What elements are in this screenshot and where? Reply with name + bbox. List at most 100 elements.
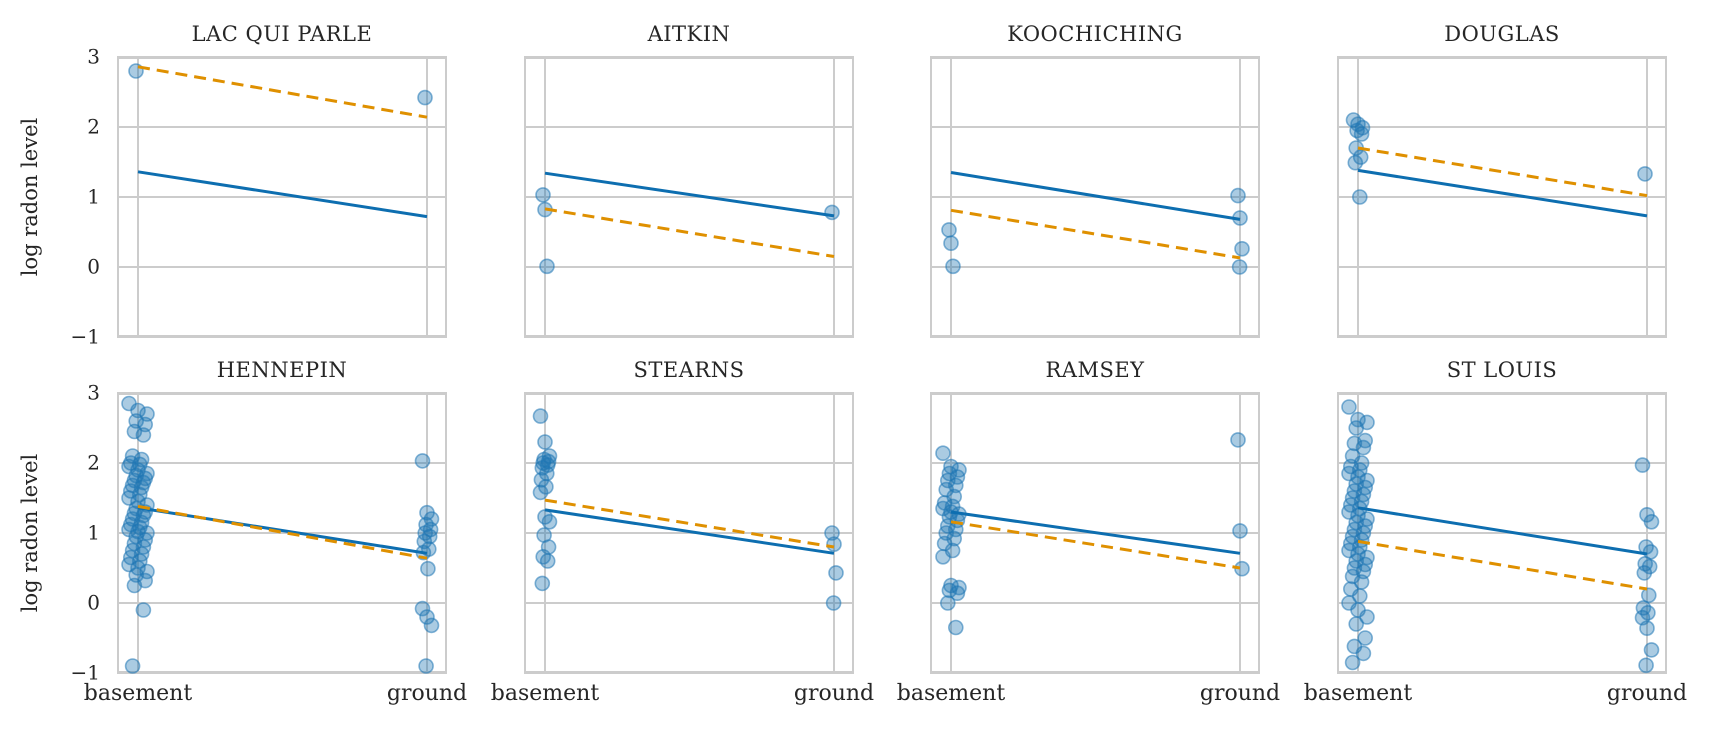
solid-trend-line [950, 171, 1241, 221]
plot-area [524, 56, 854, 338]
data-point [949, 585, 966, 601]
dashed-trend-line [544, 207, 835, 258]
x-axis-ticks: basement ground [491, 681, 874, 717]
subplot-title: HENNEPIN [216, 358, 348, 382]
dashed-trend-line [950, 520, 1241, 570]
data-point [121, 490, 137, 506]
data-point [135, 602, 152, 618]
y-tick-label: 2 [87, 114, 100, 139]
dashed-trend-line [1357, 539, 1648, 591]
subplot-title: KOOCHICHING [1007, 22, 1183, 46]
data-point [1348, 616, 1365, 632]
data-point [414, 453, 431, 469]
data-point [539, 258, 555, 275]
y-tick-label: 0 [87, 590, 100, 615]
data-point [947, 477, 964, 494]
data-point [417, 89, 433, 106]
data-point [1355, 439, 1372, 456]
plot-area [117, 56, 447, 338]
data-point [828, 565, 844, 581]
subplot-title: LAC QUI PARLE [191, 22, 373, 46]
data-point [121, 556, 137, 573]
data-point [1230, 432, 1246, 448]
axes-border [1337, 393, 1667, 673]
axes-border [117, 57, 447, 337]
dashed-trend-line [137, 504, 428, 560]
data-point [825, 595, 842, 611]
data-point [535, 187, 551, 203]
x-tick-ground: ground [793, 681, 875, 706]
x-tick-ground: ground [386, 681, 468, 706]
subplot-title: RAMSEY [1045, 358, 1145, 382]
data-point [1231, 259, 1248, 275]
data-point [1347, 154, 1364, 171]
y-tick-label: 0 [87, 254, 100, 279]
plot-area [930, 392, 1260, 674]
subplot-douglas: DOUGLAS [1337, 11, 1667, 338]
subplot-ramsey: RAMSEY basement ground [897, 347, 1280, 717]
axes-border [1337, 57, 1667, 337]
data-point [541, 514, 558, 530]
data-point [1348, 420, 1365, 436]
axes-border [524, 57, 854, 337]
dashed-trend-line [137, 65, 428, 119]
data-point [416, 533, 433, 550]
x-axis-ticks: basement ground [897, 681, 1280, 717]
data-point [947, 619, 964, 636]
data-point [826, 536, 842, 552]
solid-trend-line [137, 170, 428, 219]
subplot-aitkin: AITKIN [524, 11, 854, 338]
data-point [419, 609, 435, 625]
data-point [414, 600, 431, 617]
y-tick-label: 1 [87, 184, 100, 209]
data-point [1230, 187, 1246, 204]
data-point [1341, 399, 1357, 415]
data-point [1346, 435, 1363, 452]
data-point [939, 595, 956, 611]
y-tick-label: 2 [87, 450, 100, 475]
dashed-trend-line [1357, 146, 1648, 198]
y-tick-label: 1 [87, 520, 100, 545]
data-point [418, 658, 434, 674]
data-point [1341, 542, 1357, 559]
y-tick-label: −1 [70, 660, 100, 685]
dashed-trend-line [950, 208, 1241, 260]
data-point [824, 525, 840, 541]
y-axis-ticks: 3 2 1 0 −1 [0, 381, 117, 685]
axes-border [117, 393, 447, 673]
data-point [124, 658, 141, 674]
subplot-lac-qui-parle: LAC QUI PARLE [117, 11, 447, 338]
data-point [1643, 642, 1660, 658]
data-point [1643, 514, 1660, 530]
data-point [423, 617, 440, 634]
plot-area [1337, 56, 1667, 338]
data-point [135, 427, 152, 443]
x-tick-basement: basement [1303, 681, 1413, 706]
data-point [126, 577, 143, 594]
axes-border [930, 57, 1260, 337]
plot-area [117, 392, 447, 674]
solid-trend-line [950, 510, 1241, 555]
data-point [532, 408, 549, 424]
y-tick-label: 3 [87, 44, 100, 69]
data-point [935, 549, 951, 565]
y-axis-ticks: 3 2 1 0 −1 [0, 45, 117, 349]
solid-trend-line [544, 171, 835, 218]
data-point [935, 445, 951, 462]
data-point [126, 423, 143, 440]
axes-border [524, 393, 854, 673]
plot-area [1337, 392, 1667, 674]
data-point [1637, 166, 1653, 182]
data-point [1344, 568, 1361, 585]
data-point [1355, 645, 1372, 662]
data-point [420, 560, 436, 577]
subplot-koochiching: KOOCHICHING [930, 11, 1260, 338]
data-point [1639, 620, 1655, 636]
dashed-trend-line [544, 498, 835, 549]
data-point [1341, 504, 1357, 520]
data-point [1634, 457, 1651, 473]
data-point [1351, 189, 1368, 205]
data-point [1638, 657, 1654, 674]
subplot-title: DOUGLAS [1444, 22, 1560, 46]
subplot-title: AITKIN [647, 22, 731, 46]
